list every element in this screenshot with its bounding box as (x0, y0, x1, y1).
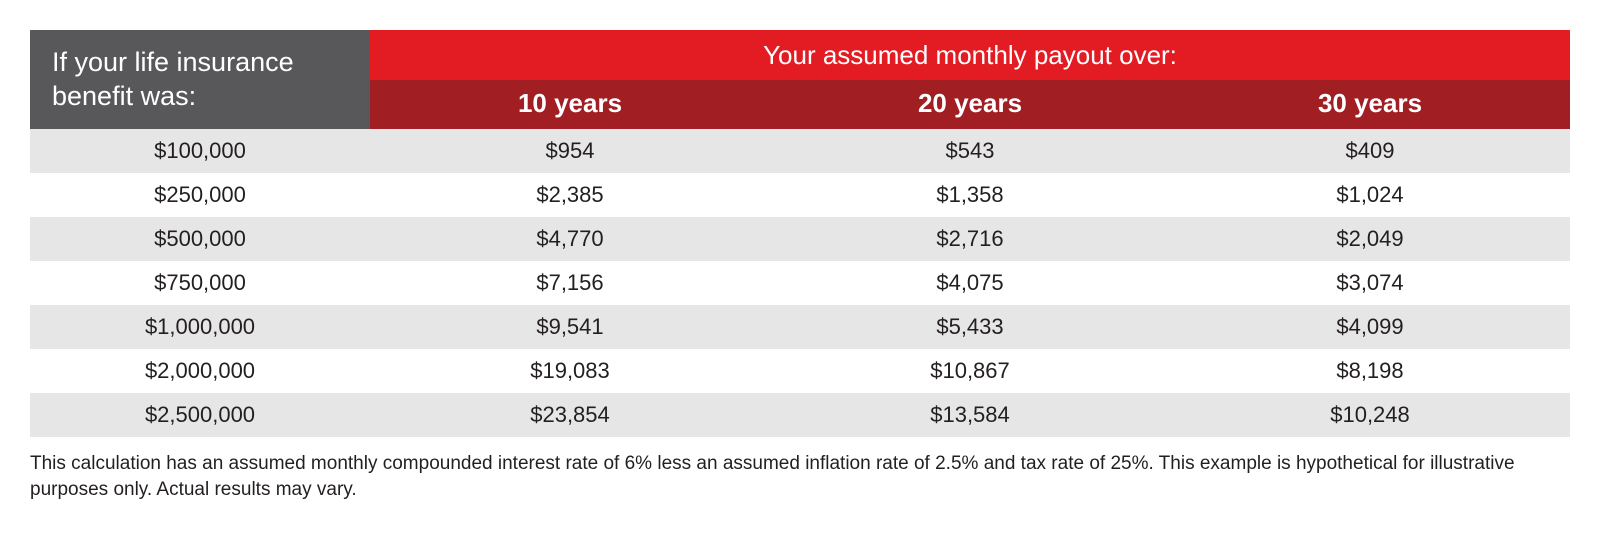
cell-benefit: $1,000,000 (30, 305, 370, 349)
cell-payout: $4,770 (370, 217, 770, 261)
table-row: $2,000,000 $19,083 $10,867 $8,198 (30, 349, 1570, 393)
cell-benefit: $100,000 (30, 129, 370, 173)
subheader-20-years: 20 years (770, 80, 1170, 129)
cell-benefit: $500,000 (30, 217, 370, 261)
footnote-text: This calculation has an assumed monthly … (30, 437, 1570, 502)
cell-payout: $8,198 (1170, 349, 1570, 393)
table-row: $500,000 $4,770 $2,716 $2,049 (30, 217, 1570, 261)
cell-payout: $4,099 (1170, 305, 1570, 349)
table-row: $250,000 $2,385 $1,358 $1,024 (30, 173, 1570, 217)
cell-benefit: $2,500,000 (30, 393, 370, 437)
cell-payout: $19,083 (370, 349, 770, 393)
cell-payout: $543 (770, 129, 1170, 173)
cell-payout: $3,074 (1170, 261, 1570, 305)
cell-payout: $4,075 (770, 261, 1170, 305)
cell-payout: $13,584 (770, 393, 1170, 437)
payout-table-body: $100,000 $954 $543 $409 $250,000 $2,385 … (30, 129, 1570, 437)
cell-payout: $10,867 (770, 349, 1170, 393)
cell-benefit: $750,000 (30, 261, 370, 305)
table-row: $100,000 $954 $543 $409 (30, 129, 1570, 173)
cell-payout: $2,716 (770, 217, 1170, 261)
subheader-30-years: 30 years (1170, 80, 1570, 129)
cell-payout: $409 (1170, 129, 1570, 173)
cell-payout: $9,541 (370, 305, 770, 349)
cell-payout: $10,248 (1170, 393, 1570, 437)
table-row: $1,000,000 $9,541 $5,433 $4,099 (30, 305, 1570, 349)
table-row: $2,500,000 $23,854 $13,584 $10,248 (30, 393, 1570, 437)
cell-payout: $1,358 (770, 173, 1170, 217)
cell-payout: $2,385 (370, 173, 770, 217)
payout-table-container: If your life insurance benefit was: Your… (30, 30, 1570, 502)
payout-table: If your life insurance benefit was: Your… (30, 30, 1570, 437)
subheader-10-years: 10 years (370, 80, 770, 129)
cell-payout: $1,024 (1170, 173, 1570, 217)
header-benefit: If your life insurance benefit was: (30, 30, 370, 129)
cell-payout: $2,049 (1170, 217, 1570, 261)
cell-payout: $5,433 (770, 305, 1170, 349)
table-row: $750,000 $7,156 $4,075 $3,074 (30, 261, 1570, 305)
header-payout-span: Your assumed monthly payout over: (370, 30, 1570, 80)
cell-benefit: $250,000 (30, 173, 370, 217)
cell-payout: $23,854 (370, 393, 770, 437)
cell-benefit: $2,000,000 (30, 349, 370, 393)
cell-payout: $7,156 (370, 261, 770, 305)
cell-payout: $954 (370, 129, 770, 173)
